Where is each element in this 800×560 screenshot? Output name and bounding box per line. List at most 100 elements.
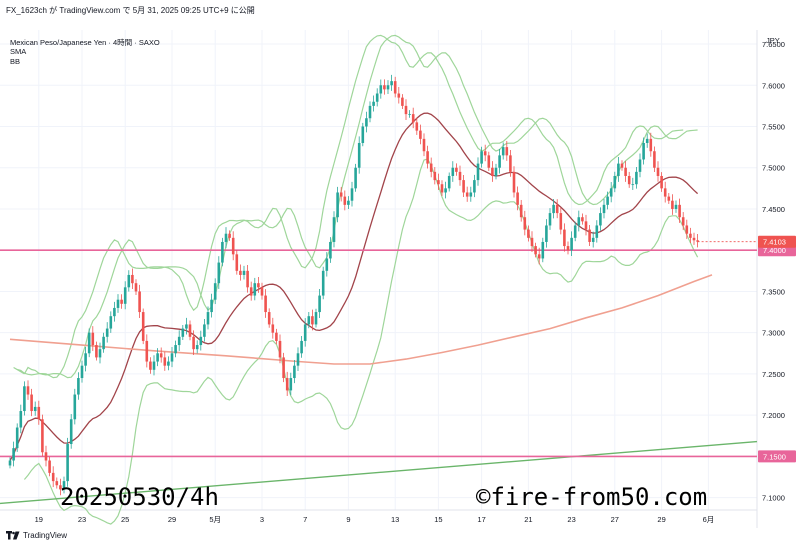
candle-body — [476, 163, 480, 181]
candle-body — [671, 200, 674, 209]
symbol-line[interactable]: Mexican Peso/Japanese Yen · 4時間 · SAXO — [10, 38, 160, 47]
candle-body — [33, 406, 37, 412]
candle-body — [314, 312, 318, 325]
candle-body — [185, 324, 188, 329]
candle-body — [555, 204, 559, 214]
candle-body — [228, 233, 231, 238]
candle-body — [383, 85, 386, 90]
price-tick-label: 7.3000 — [762, 329, 785, 338]
candle-body — [609, 188, 613, 197]
level-tag-label: 7.1500 — [763, 452, 786, 461]
candle-body — [501, 147, 505, 156]
candle-body — [606, 196, 609, 205]
candle-body — [591, 237, 595, 242]
tradingview-brand[interactable]: TradingView — [6, 531, 67, 540]
candle-body — [663, 188, 667, 197]
candle-body — [365, 118, 368, 127]
candle-body — [239, 270, 242, 275]
time-tick-label: 23 — [567, 515, 575, 524]
candle-body — [102, 336, 105, 350]
candle-body — [613, 175, 617, 189]
level-tag-label: 7.4000 — [763, 246, 786, 255]
candle-body — [480, 151, 483, 164]
candle-body — [325, 258, 329, 271]
candle-body — [109, 316, 113, 329]
candle-body — [624, 167, 627, 176]
candle-body — [163, 357, 167, 366]
candle-body — [602, 204, 606, 214]
time-tick-label: 25 — [121, 515, 129, 524]
publish-line: FX_1623ch が TradingView.com で 5月 31, 202… — [6, 6, 255, 15]
time-tick-label: 23 — [78, 515, 86, 524]
candle-body — [12, 448, 15, 461]
candle-body — [534, 246, 537, 255]
candle-body — [357, 142, 361, 168]
candle-body — [620, 163, 624, 168]
candle-body — [203, 324, 206, 337]
candle-body — [30, 394, 33, 412]
candle-body — [548, 213, 552, 226]
candle-body — [210, 299, 213, 313]
candle-body — [390, 81, 393, 86]
candle-body — [343, 196, 347, 205]
candle-body — [199, 336, 203, 346]
candle-body — [69, 419, 73, 445]
candle-body — [462, 180, 465, 193]
price-tick-label: 7.6000 — [762, 81, 785, 90]
bb-lower-line — [23, 158, 699, 525]
candle-body — [649, 138, 653, 152]
candle-body — [26, 386, 30, 395]
candle-body — [483, 151, 487, 156]
candle-body — [282, 357, 285, 379]
candle-body — [293, 365, 296, 379]
candle-body — [127, 274, 131, 288]
candle-body — [573, 225, 577, 238]
candle-body — [188, 324, 192, 337]
candle-body — [689, 233, 692, 238]
candle-body — [465, 192, 469, 197]
candle-body — [181, 328, 185, 337]
candle-body — [361, 126, 365, 143]
currency-label: JPY — [766, 36, 780, 45]
price-tick-label: 7.4500 — [762, 205, 785, 214]
candle-body — [44, 452, 48, 461]
candle-body — [635, 171, 638, 185]
candle-body — [566, 246, 570, 251]
price-axis[interactable]: 7.6500 7.6000 7.5500 7.5000 7.4500 7.4000 7.35… — [762, 40, 785, 503]
candle-body — [59, 485, 62, 490]
candle-body — [318, 295, 321, 313]
candle-body — [23, 386, 26, 412]
indicator-sma-label[interactable]: SMA — [10, 47, 27, 56]
candle-body — [87, 332, 91, 354]
time-tick-label: 17 — [477, 515, 485, 524]
candle-body — [271, 324, 275, 333]
candle-body — [401, 97, 404, 106]
candle-body — [62, 481, 66, 490]
candle-body — [149, 361, 152, 370]
trendline[interactable] — [0, 440, 758, 505]
candle-body — [642, 142, 645, 160]
time-tick-label: 7 — [303, 515, 307, 524]
candle-body — [599, 213, 602, 226]
level-tag — [758, 450, 796, 463]
candle-body — [278, 340, 282, 358]
indicator-bb-label[interactable]: BB — [10, 57, 21, 66]
candle-body — [15, 427, 19, 449]
candle-body — [505, 147, 509, 156]
candle-body — [379, 85, 383, 94]
candle-body — [437, 180, 440, 185]
candle-body — [95, 345, 98, 358]
candle-body — [289, 378, 293, 391]
site-watermark: ©fire-from50.com — [476, 483, 708, 511]
candle-body — [285, 378, 289, 391]
time-axis[interactable]: 19 23 25 29 5月 3 7 9 13 15 17 21 23 27 29 6月 — [35, 515, 715, 524]
candle-body — [509, 155, 512, 172]
candle-body — [653, 151, 656, 168]
candle-body — [224, 233, 228, 242]
candle-body — [66, 444, 69, 482]
candle-body — [563, 229, 566, 247]
candle-body — [519, 204, 523, 218]
candle-body — [242, 270, 246, 275]
candle-body — [37, 406, 41, 420]
